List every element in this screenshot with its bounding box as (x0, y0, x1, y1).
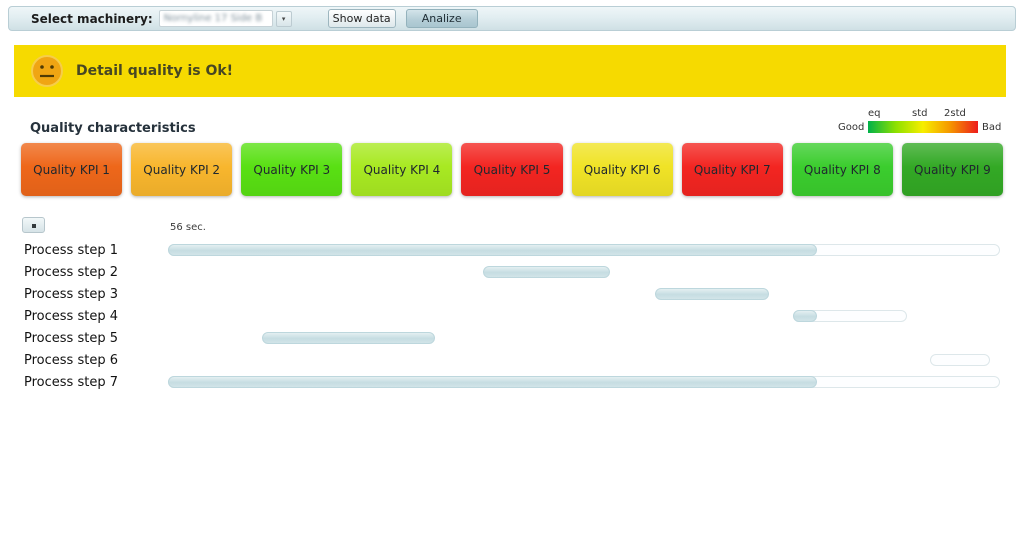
process-step-label: Process step 5 (24, 330, 118, 346)
process-step-label: Process step 2 (24, 264, 118, 280)
process-step-label: Process step 7 (24, 374, 118, 390)
machinery-dropdown-value[interactable]: Nornyline 17 Side B (158, 10, 273, 27)
kpi-button-5[interactable]: Quality KPI 5 (461, 143, 563, 196)
process-step-row: Process step 4 (0, 305, 1000, 327)
step-progress-bar (168, 244, 817, 256)
process-step-bars (168, 310, 1000, 322)
top-toolbar: Select machinery: Nornyline 17 Side B ▾ … (8, 6, 1016, 31)
legend-good-label: Good (838, 122, 865, 133)
step-progress-bar (168, 376, 817, 388)
kpi-button-7[interactable]: Quality KPI 7 (681, 143, 783, 196)
machinery-label: Select machinery: (31, 11, 153, 26)
process-step-row: Process step 1 (0, 239, 1000, 261)
kpi-button-4[interactable]: Quality KPI 4 (351, 143, 453, 196)
step-progress-bar (262, 332, 436, 344)
kpi-button-8[interactable]: Quality KPI 8 (791, 143, 893, 196)
neutral-face-icon (31, 55, 63, 87)
process-step-bars (168, 332, 1000, 344)
process-step-bars (168, 376, 1000, 388)
process-step-bars (168, 266, 1000, 278)
time-label: 56 sec. (170, 222, 206, 233)
process-step-row: Process step 2 (0, 261, 1000, 283)
legend-bad-label: Bad (982, 122, 1002, 133)
kpi-button-2[interactable]: Quality KPI 2 (131, 143, 233, 196)
process-step-label: Process step 4 (24, 308, 118, 324)
legend-tick-eq: eq (868, 108, 881, 119)
show-data-button[interactable]: Show data (327, 9, 396, 28)
process-step-bars (168, 244, 1000, 256)
kpi-button-1[interactable]: Quality KPI 1 (21, 143, 123, 196)
chart-options-button[interactable] (22, 217, 45, 233)
status-message: Detail quality is Ok! (76, 63, 234, 79)
legend-tick-std: std (912, 108, 928, 119)
step-progress-bar (792, 310, 817, 322)
process-step-label: Process step 3 (24, 286, 118, 302)
process-step-row: Process step 7 (0, 371, 1000, 393)
quality-legend: eq std 2std Good Bad (838, 108, 1010, 136)
status-banner: Detail quality is Ok! (14, 45, 1006, 97)
process-step-row: Process step 5 (0, 327, 1000, 349)
process-step-row: Process step 3 (0, 283, 1000, 305)
kpi-button-9[interactable]: Quality KPI 9 (901, 143, 1003, 196)
step-duration-track (930, 354, 990, 366)
legend-gradient-bar (868, 121, 978, 133)
kpi-button-6[interactable]: Quality KPI 6 (571, 143, 673, 196)
process-step-bars (168, 354, 1000, 366)
process-step-label: Process step 1 (24, 242, 118, 258)
chevron-down-icon[interactable]: ▾ (275, 10, 292, 27)
process-step-row: Process step 6 (0, 349, 1000, 371)
step-progress-bar (483, 266, 610, 278)
section-title: Quality characteristics (30, 121, 196, 136)
step-progress-bar (654, 288, 769, 300)
process-step-label: Process step 6 (24, 352, 118, 368)
process-step-chart: Process step 1 Process step 2 Process step… (0, 239, 1000, 393)
analyze-button[interactable]: Analize (405, 9, 478, 28)
kpi-button-3[interactable]: Quality KPI 3 (241, 143, 343, 196)
legend-tick-2std: 2std (944, 108, 966, 119)
process-step-bars (168, 288, 1000, 300)
machinery-dropdown[interactable]: Nornyline 17 Side B ▾ (158, 10, 292, 27)
